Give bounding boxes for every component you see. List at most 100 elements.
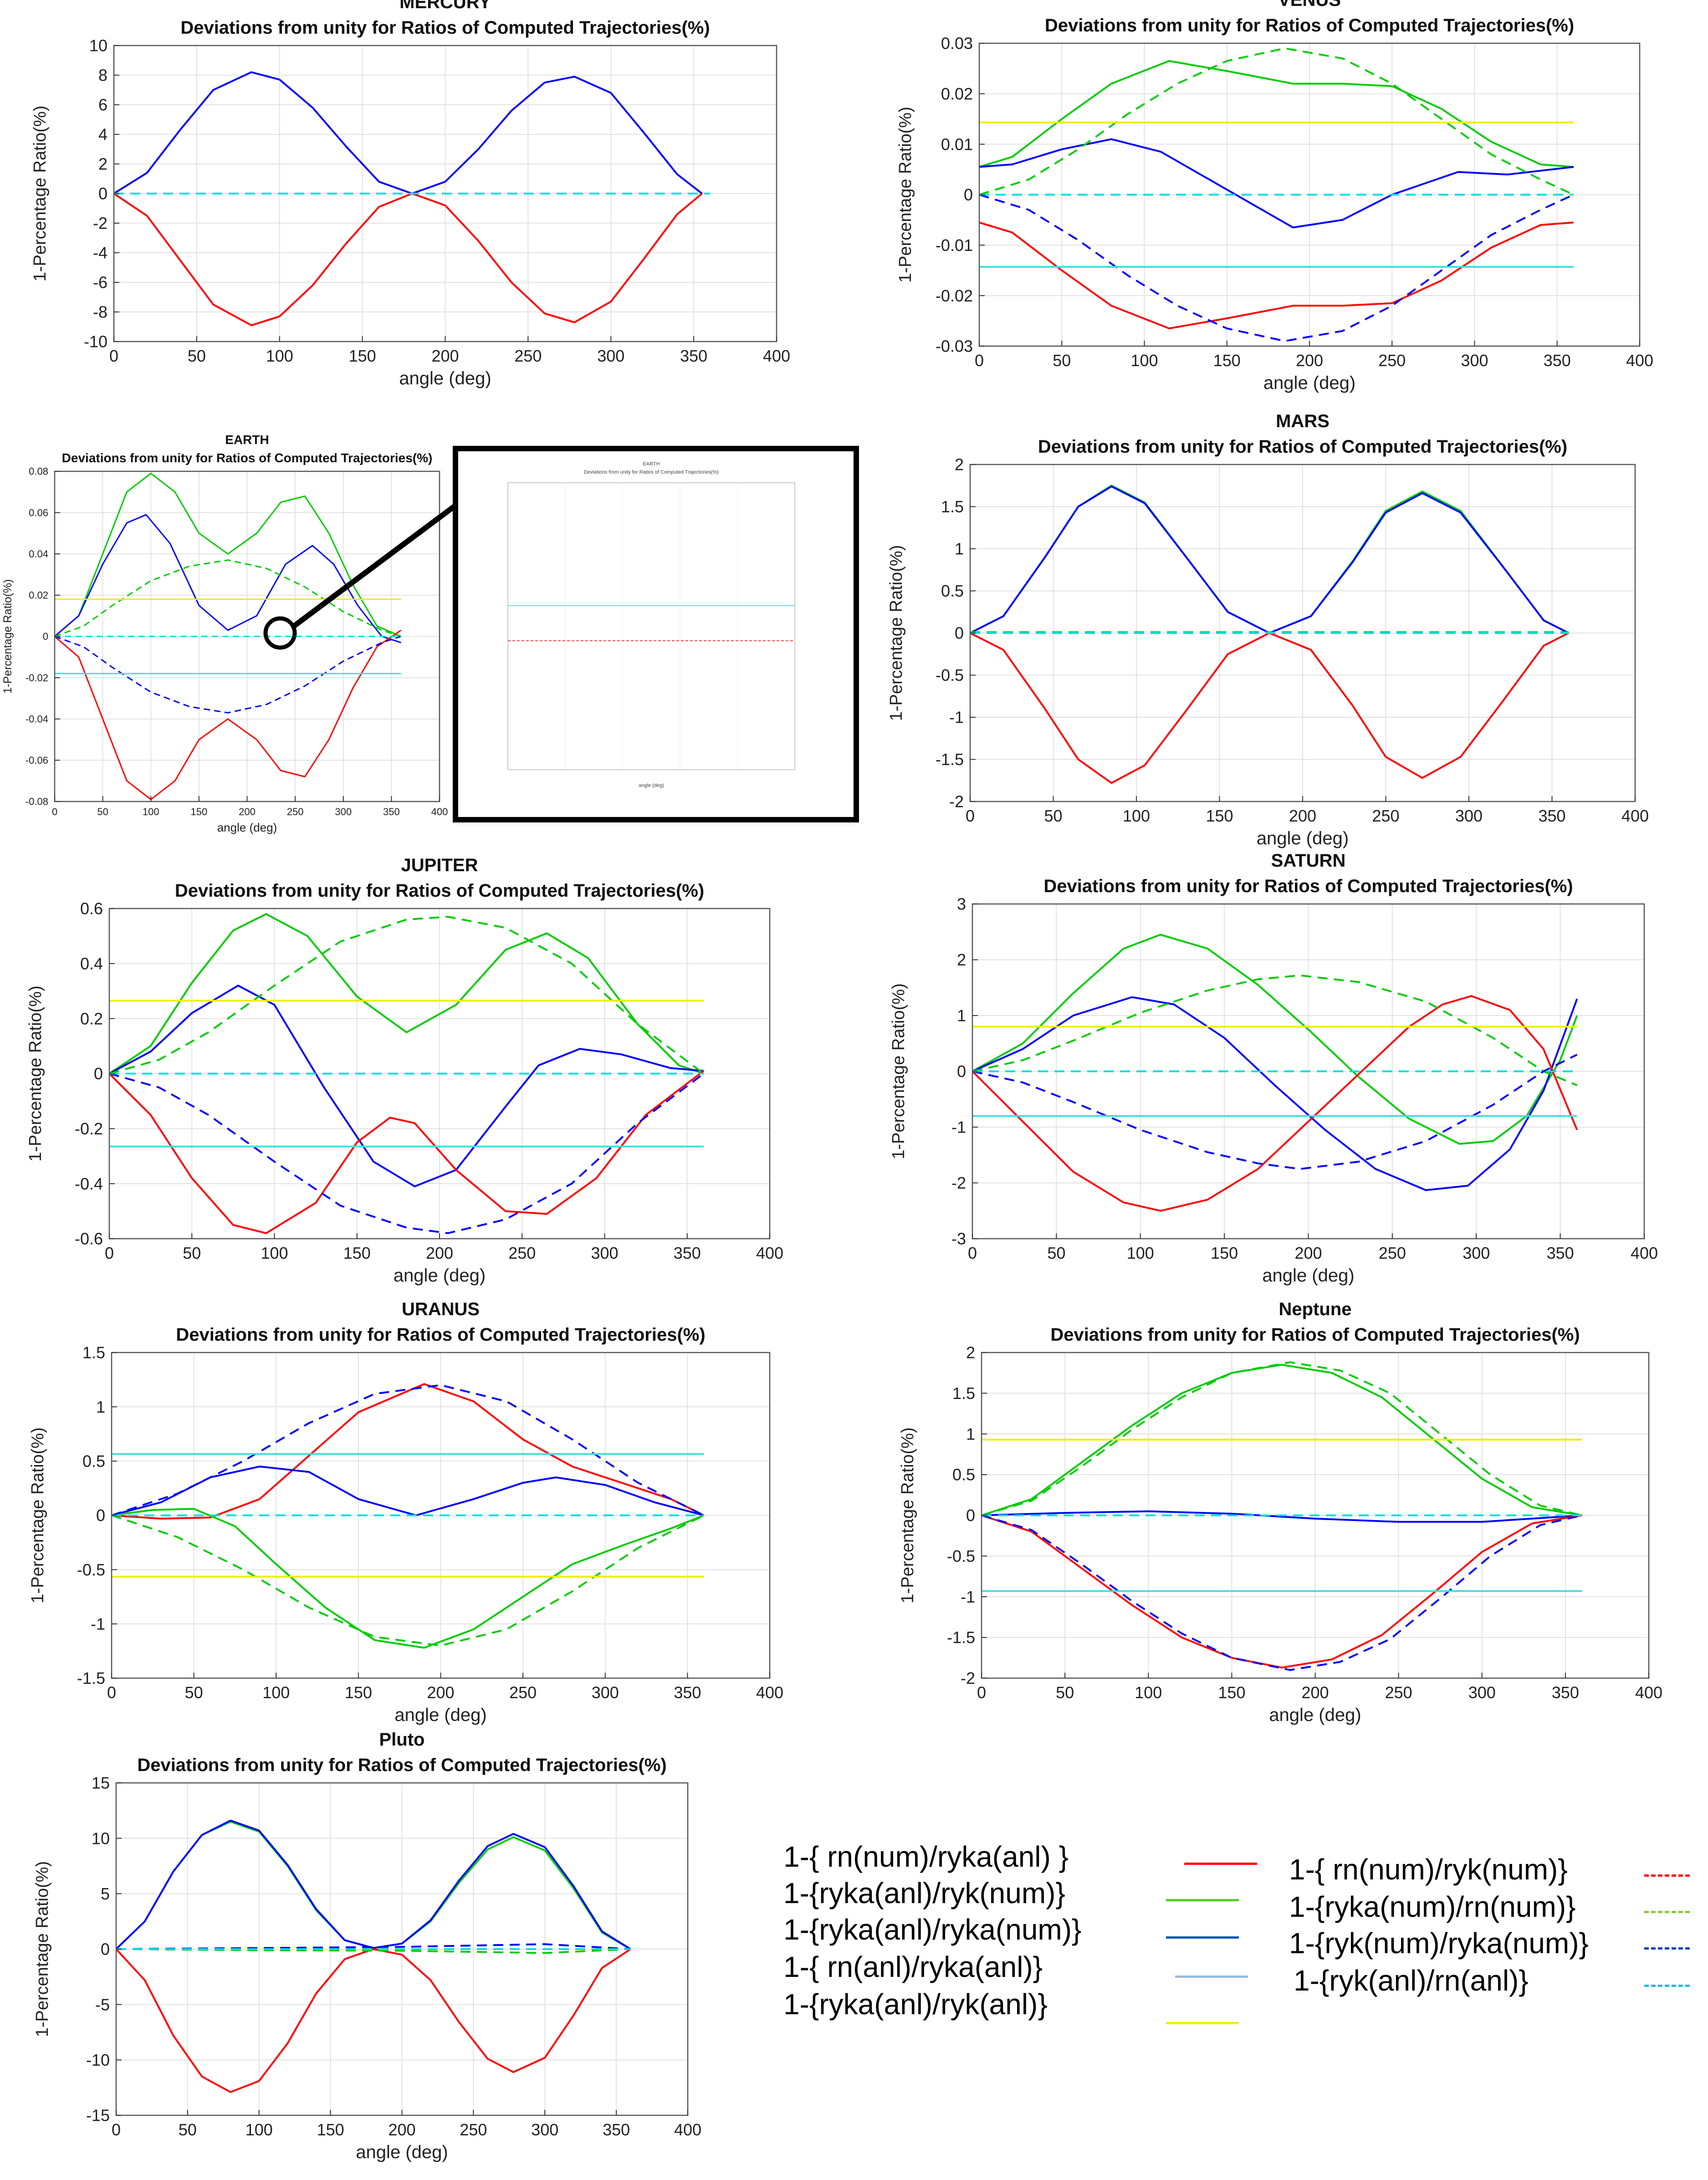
y-tick-label: 0.08 [29,466,48,477]
x-tick-label: 50 [179,2120,197,2139]
x-tick-label: 350 [674,1244,701,1262]
legend-label-left-4: 1-{ryka(anl)/ryk(anl)} [783,1988,1048,2021]
y-tick-label: 0.03 [941,34,973,53]
series-line-1 [981,1361,1582,1516]
y-tick-label: 0 [94,1064,103,1083]
y-tick-label: 6 [98,96,107,114]
series-line-2 [108,1070,705,1234]
legend-label-left-2: 1-{ryka(anl)/ryka(num)} [783,1913,1082,1946]
x-tick-label: 400 [431,806,448,817]
series-line-4 [981,1514,1582,1671]
y-axis-label: 1-Percentage Ratio(%) [26,985,45,1162]
y-tick-label: 0.5 [82,1452,105,1470]
x-tick-label: 100 [262,1683,290,1702]
y-tick-label: -0.08 [26,796,48,807]
x-tick-label: 0 [109,347,118,365]
chart-subtitle: URANUS [402,1299,480,1319]
y-tick-label: 10 [92,1829,110,1848]
legend-label-left-3: 1-{ rn(anl)/ryka(anl)} [783,1950,1043,1983]
y-tick-label: -0.5 [936,666,964,684]
x-tick-label: 300 [335,806,352,817]
y-tick-label: 1 [966,1424,975,1443]
y-tick-label: 3 [957,895,966,914]
series-line-2 [115,1948,631,2093]
series-line-0 [972,934,1578,1145]
series-line-2 [111,1508,705,1649]
chart-title: Deviations from unity for Ratios of Comp… [1038,437,1567,457]
x-tick-label: 0 [977,1683,986,1702]
series-line-2 [54,629,402,800]
x-tick-label: 350 [1552,1683,1579,1702]
chart-earth: 0 50 100 150 200 250 300 350 400 -0.08 -0.06 -0.04 -… [2,433,448,834]
y-tick-label: 4 [98,125,107,144]
y-tick-label: -1 [949,708,964,727]
y-axis-label: 1-Percentage Ratio(%) [896,107,915,283]
chart-title: Deviations from unity for Ratios of Comp… [175,881,704,901]
x-tick-label: 250 [460,2120,487,2139]
chart-title: Deviations from unity for Ratios of Comp… [180,18,710,38]
series-line-3 [54,559,401,637]
y-tick-label: 8 [98,66,107,85]
x-tick-label: 400 [674,2120,701,2139]
chart-mercury: 0 50 100 150 200 250 300 350 400 -10 -8 -6 -4 -2 0 2 4 6 8… [31,0,790,388]
legend-swatch-left-0 [1184,1863,1257,1865]
x-tick-label: 0 [112,2120,121,2139]
x-tick-label: 300 [591,1244,618,1262]
x-tick-label: 300 [597,347,624,365]
earth-zoom-inset: EARTH Deviations from unity for Ratios of… [263,446,859,822]
x-tick-label: 350 [1538,807,1565,825]
legend-swatch-left-4 [1166,2022,1239,2024]
x-tick-label: 200 [431,347,459,365]
y-tick-label: 0 [966,1506,975,1525]
x-tick-label: 200 [239,806,256,817]
series-line-3 [116,1943,631,1950]
y-tick-label: -0.04 [26,713,48,725]
chart-jupiter: 0 50 100 150 200 250 300 350 400 -0.6 -0.4 -0.2 0 0.2… [26,855,783,1286]
x-tick-label: 400 [756,1683,783,1702]
x-tick-label: 350 [674,1683,701,1702]
y-axis-label: 1-Percentage Ratio(%) [887,545,906,721]
x-tick-label: 100 [1135,1683,1162,1702]
series-line-4 [116,1948,631,1954]
x-tick-label: 50 [1044,807,1062,825]
legend-label-left-0: 1-{ rn(num)/ryka(anl) } [783,1840,1069,1873]
legend-swatch-right-0 [1644,1874,1690,1877]
y-tick-label: 0 [43,631,48,642]
legend: 1-{ rn(num)/ryka(anl) } 1-{ryka(anl)/ryk… [783,1831,1694,2086]
chart-saturn: 0 50 100 150 200 250 300 350 400 -3 -2 -1 0 1 2 3 SATURN… [889,851,1658,1286]
y-tick-label: -0.2 [75,1119,103,1138]
y-tick-label: -2 [93,214,107,233]
series-line-0 [108,913,704,1075]
y-tick-label: 0 [964,185,973,204]
x-axis-label: angle (deg) [217,821,277,834]
y-tick-label: 1 [955,540,964,558]
y-axis-label: 1-Percentage Ratio(%) [2,579,14,694]
chart-subtitle: EARTH [225,433,269,447]
y-tick-label: -1.5 [947,1628,975,1647]
x-tick-label: 200 [1294,1244,1322,1262]
series-line-3 [981,1514,1582,1669]
y-tick-label: 1 [96,1398,105,1416]
y-tick-label: 0.4 [80,954,103,973]
x-tick-label: 250 [1379,1244,1406,1262]
x-tick-label: 350 [1547,1244,1574,1262]
y-tick-label: 10 [89,36,107,55]
x-tick-label: 50 [97,806,108,817]
x-tick-label: 0 [105,1244,114,1262]
legend-swatch-right-2 [1644,1947,1690,1950]
series-line-2 [981,1510,1582,1523]
series-line-2 [972,995,1578,1212]
x-tick-label: 250 [1372,807,1399,825]
y-tick-label: 0 [955,624,964,643]
y-tick-label: -0.03 [936,337,973,356]
y-axis-label: 1-Percentage Ratio(%) [33,1861,52,2037]
series-line-2 [979,221,1574,330]
y-tick-label: 0.02 [941,84,973,103]
x-tick-label: 250 [509,1683,537,1702]
x-tick-label: 300 [1461,351,1488,370]
series-line-3 [109,916,705,1075]
y-tick-label: -0.5 [947,1547,975,1565]
x-tick-label: 250 [1385,1683,1412,1702]
x-tick-label: 150 [345,1683,372,1702]
